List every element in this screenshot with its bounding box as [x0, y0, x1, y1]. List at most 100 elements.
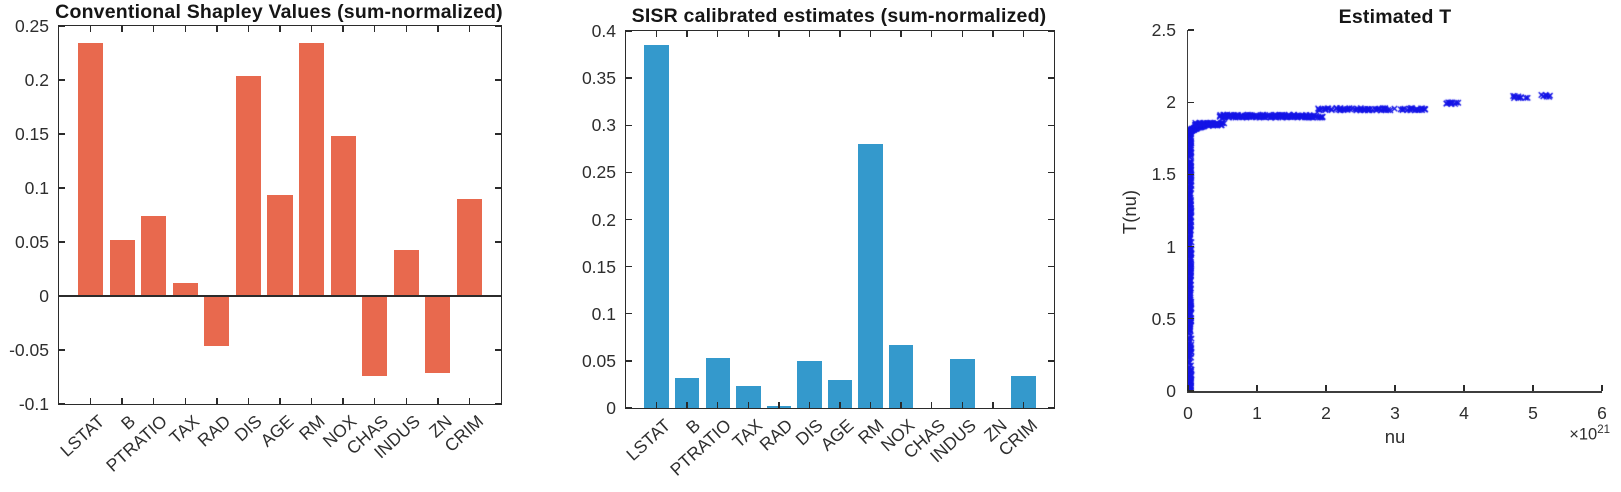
y-tick [626, 360, 632, 362]
y-tick-label: -0.05 [9, 340, 49, 360]
y-tick-label: 0.05 [581, 350, 616, 371]
y-tick [1188, 173, 1194, 176]
y-tick [495, 79, 501, 81]
x-tick [1532, 385, 1534, 391]
y-tick [626, 124, 632, 126]
y-tick-label: 0 [39, 286, 49, 306]
y-tick-label: 0.35 [581, 68, 616, 89]
bar-RM [858, 144, 883, 408]
y-tick [59, 403, 65, 405]
x-tick-top [931, 31, 933, 37]
x-tick-label: 6 [1597, 403, 1607, 423]
x-tick-label: 2 [1321, 403, 1331, 423]
y-tick [495, 133, 501, 135]
y-tick [59, 295, 65, 297]
chart-title-sisr-estimates: SISR calibrated estimates (sum-normalize… [631, 5, 1047, 27]
x-tick-label-RAD: RAD [755, 415, 797, 455]
x-tick [279, 398, 281, 404]
y-tick-label: 0.05 [14, 232, 49, 252]
y-tick [495, 187, 501, 189]
x-tick-top [717, 31, 719, 37]
x-tick [1187, 385, 1189, 391]
y-tick-label: 2.5 [1151, 20, 1176, 40]
y-tick [59, 133, 65, 135]
x-tick [869, 402, 872, 408]
x-tick [900, 402, 902, 408]
x-tick-label: 0 [1183, 403, 1193, 423]
x-tick-top [374, 26, 376, 32]
x-tick [992, 402, 994, 408]
x-axis-exponent-label: ×1021 [1450, 424, 1610, 445]
x-tick-top [839, 31, 841, 37]
x-tick-label-PTRATIO: PTRATIO [666, 415, 736, 480]
x-tick-top [121, 26, 123, 32]
x-tick-top [216, 26, 218, 32]
x-tick [437, 398, 439, 404]
x-tick [405, 398, 407, 404]
x-tick-top [89, 26, 92, 32]
y-tick [626, 265, 632, 268]
y-tick-label: 0.2 [24, 70, 49, 90]
x-tick [121, 398, 123, 404]
bar-B [109, 239, 135, 296]
x-tick-label: 5 [1528, 403, 1538, 423]
x-tick-label-LSTAT: LSTAT [622, 415, 674, 465]
y-tick [626, 313, 632, 315]
x-tick [468, 398, 471, 404]
x-tick [1463, 385, 1465, 391]
bar-CRIM [456, 198, 483, 296]
x-tick [1256, 385, 1258, 391]
y-tick-label: 0.1 [24, 178, 49, 198]
y-tick [59, 349, 65, 351]
bar-NOX [330, 136, 356, 296]
bar-LSTAT [77, 43, 104, 296]
y-tick [626, 77, 632, 79]
y-tick [1048, 313, 1054, 315]
y-tick-label: 0.25 [581, 162, 616, 183]
y-tick [626, 30, 632, 32]
y-tick [1048, 265, 1054, 268]
y-tick [626, 171, 632, 174]
y-tick [495, 25, 501, 27]
x-tick-label-AGE: AGE [816, 415, 858, 455]
y-tick [626, 218, 632, 221]
y-tick [1188, 318, 1194, 320]
y-tick [626, 407, 632, 409]
y-tick [59, 79, 65, 81]
x-tick [778, 402, 780, 408]
x-axis-label-nu: nu [1384, 426, 1406, 447]
x-tick-label: 4 [1459, 403, 1469, 423]
bar-AGE [267, 194, 293, 296]
bar-CHAS [362, 296, 388, 376]
sisr-estimates-plot-area: 0 0.05 0.1 0.15 0.2 0.25 0.3 0.35 0.4 LSTAT B PTRAT… [582, 21, 1055, 480]
x-tick-top [961, 31, 963, 37]
x-tick [1601, 385, 1603, 391]
y-tick [1188, 29, 1194, 31]
y-tick [1048, 360, 1054, 362]
y-tick-label: 0 [606, 398, 616, 418]
x-tick [747, 402, 749, 408]
bar-RAD [204, 296, 230, 346]
y-tick-label: 0 [1166, 381, 1176, 401]
x-tick-label-LSTAT: LSTAT [56, 411, 108, 461]
x-tick [655, 402, 658, 408]
x-tick-label: 3 [1390, 403, 1400, 423]
y-tick-label: 0.3 [591, 115, 616, 136]
x-tick-label-TAX: TAX [164, 411, 203, 448]
x-tick [184, 398, 186, 404]
y-tick-label: 0.4 [591, 21, 616, 41]
x-tick-top [184, 26, 186, 32]
y-tick-label: 1.5 [1151, 164, 1176, 185]
chart-title-conventional-shapley: Conventional Shapley Values (sum-normali… [55, 1, 503, 23]
y-tick [1048, 124, 1054, 126]
bar-INDUS [950, 359, 975, 408]
bar-TAX [736, 386, 761, 408]
bar-NOX [888, 344, 914, 408]
x-tick-top [310, 26, 313, 32]
x-tick [374, 398, 376, 404]
x-tick-label-PTRATIO: PTRATIO [102, 411, 172, 476]
x-tick [247, 398, 250, 404]
x-tick-top [342, 26, 344, 32]
y-tick [495, 403, 501, 405]
